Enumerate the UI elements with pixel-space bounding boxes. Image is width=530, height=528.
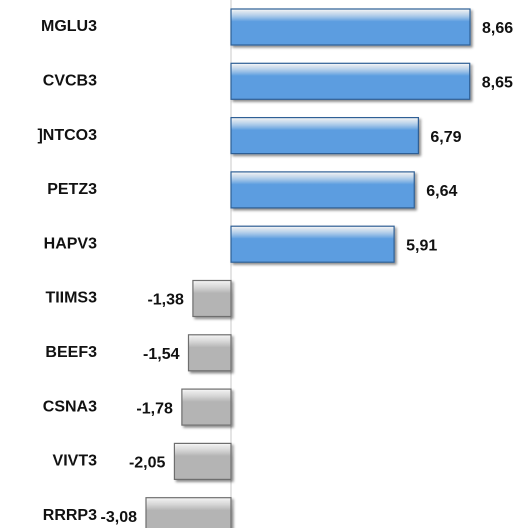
value-label: 6,64 [426, 183, 457, 200]
bar [230, 116, 419, 155]
value-label: 8,66 [482, 20, 513, 37]
value-label: 6,79 [430, 129, 461, 146]
bar [192, 279, 232, 318]
value-label: -1,54 [143, 346, 180, 363]
bar [145, 497, 232, 528]
category-label: CSNA3 [43, 398, 97, 415]
bar [230, 62, 471, 100]
bar [181, 388, 232, 426]
category-label: VIVT3 [53, 453, 98, 470]
category-label: RRRP3 [43, 507, 97, 524]
category-label: ]NTCO3 [37, 127, 97, 144]
category-label: PETZ3 [47, 181, 97, 198]
bar [173, 442, 232, 480]
value-label: 5,91 [406, 237, 437, 254]
value-label: -1,78 [136, 400, 173, 417]
bar [230, 171, 415, 209]
bar [187, 334, 232, 372]
value-label: -3,08 [101, 509, 138, 526]
category-label: BEEF3 [45, 344, 97, 361]
bar [230, 8, 471, 46]
category-label: TIIMS3 [45, 290, 97, 307]
category-label: MGLU3 [41, 18, 97, 35]
value-label: -2,05 [129, 455, 166, 472]
category-label: CVCB3 [43, 73, 97, 90]
value-label: 8,65 [482, 75, 513, 92]
bar [230, 225, 395, 263]
value-label: -1,38 [147, 292, 184, 309]
category-label: HAPV3 [44, 235, 97, 252]
